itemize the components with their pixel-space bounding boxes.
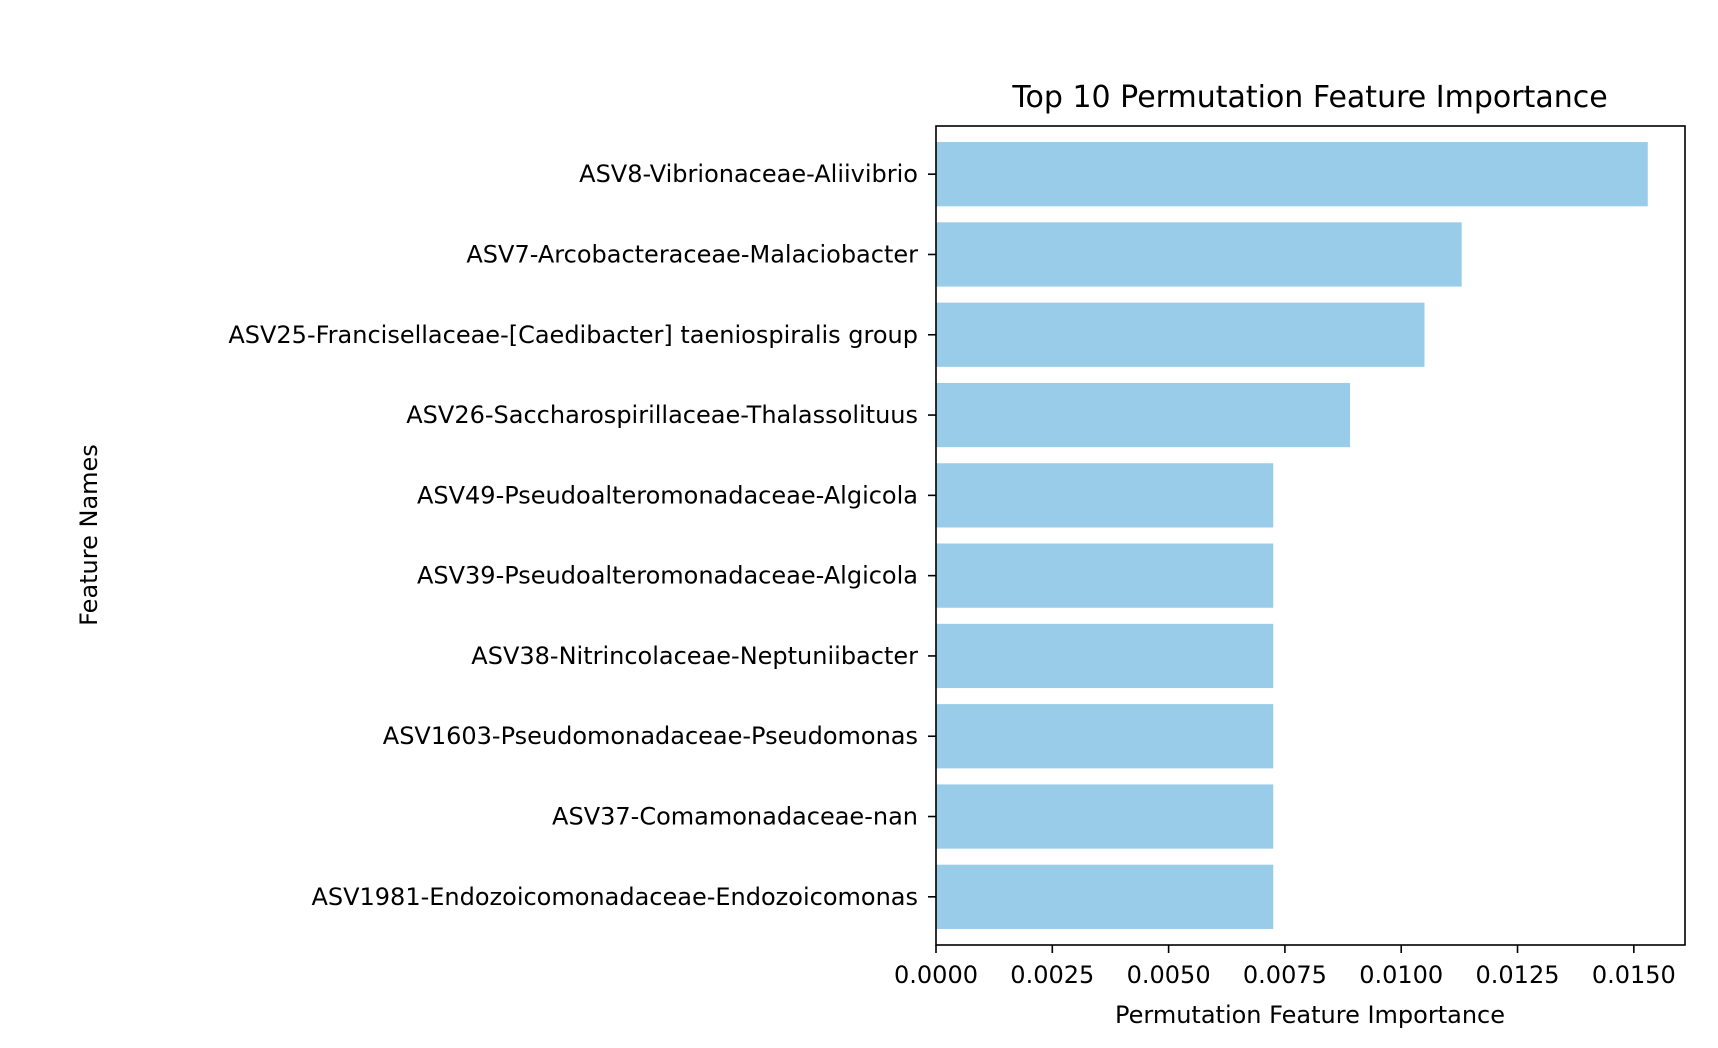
y-tick-label: ASV26-Saccharospirillaceae-Thalassolituu… <box>406 401 918 429</box>
x-tick-label: 0.0025 <box>1010 961 1094 989</box>
bar-3 <box>936 302 1425 367</box>
bar-5 <box>936 463 1274 528</box>
y-axis-ticks: ASV8-Vibrionaceae-Aliivibrio ASV7-Arcobac… <box>228 160 936 911</box>
y-tick-label: ASV7-Arcobacteraceae-Malaciobacter <box>466 240 918 268</box>
x-tick-label: 0.0050 <box>1127 961 1211 989</box>
y-tick-label: ASV8-Vibrionaceae-Aliivibrio <box>579 160 918 188</box>
bar-6 <box>936 543 1274 608</box>
y-tick-label: ASV39-Pseudoalteromonadaceae-Algicola <box>417 562 918 590</box>
bars-group <box>936 142 1648 929</box>
x-tick-label: 0.0150 <box>1592 961 1676 989</box>
bar-8 <box>936 704 1274 769</box>
y-tick-label: ASV1981-Endozoicomonadaceae-Endozoicomon… <box>311 883 918 911</box>
x-axis-label: Permutation Feature Importance <box>1115 1001 1505 1029</box>
x-tick-label: 0.0100 <box>1359 961 1443 989</box>
y-tick-label: ASV49-Pseudoalteromonadaceae-Algicola <box>417 481 918 509</box>
bar-4 <box>936 382 1351 448</box>
y-tick-label: ASV37-Comamonadaceae-nan <box>552 803 918 831</box>
plot-frame <box>935 125 1686 946</box>
x-tick-label: 0.0075 <box>1243 961 1327 989</box>
chart-title: Top 10 Permutation Feature Importance <box>1011 80 1607 115</box>
y-tick-label: ASV38-Nitrincolaceae-Neptuniibacter <box>471 642 918 670</box>
bar-10 <box>936 864 1274 929</box>
y-tick-label: ASV1603-Pseudomonadaceae-Pseudomonas <box>383 722 918 750</box>
y-axis-label: Feature Names <box>75 444 103 626</box>
x-axis-ticks: 0.0000 0.0025 0.0050 0.0075 0.0100 0.0125 0.01… <box>894 945 1676 989</box>
y-tick-label: ASV25-Francisellaceae-[Caedibacter] taen… <box>228 321 918 349</box>
bar-2 <box>936 222 1462 287</box>
bar-9 <box>936 784 1274 849</box>
bar-7 <box>936 623 1274 689</box>
x-tick-label: 0.0000 <box>894 961 978 989</box>
bar-1 <box>936 142 1648 207</box>
x-tick-label: 0.0125 <box>1476 961 1560 989</box>
